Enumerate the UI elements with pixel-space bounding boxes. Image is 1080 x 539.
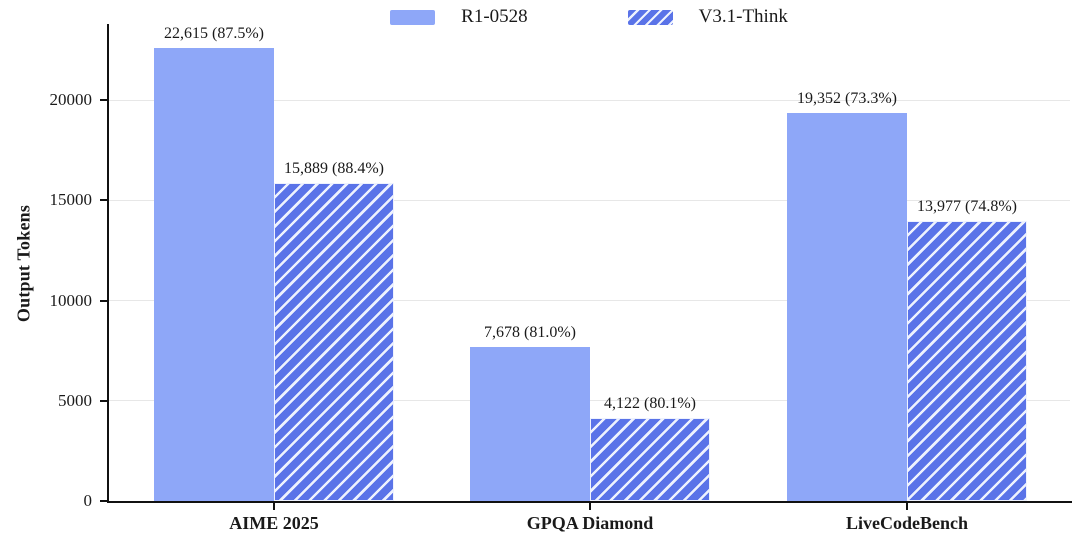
legend-item-r1-0528: R1-0528 xyxy=(390,6,528,28)
legend-swatch-solid-icon xyxy=(390,9,436,25)
value-label-v3-1-think-livecodebench: 13,977 (74.8%) xyxy=(917,197,1017,215)
y-tickmark-0 xyxy=(100,500,107,502)
bar-v3-1-think-livecodebench xyxy=(907,220,1027,501)
bar-v3-1-think-gpqa-diamond xyxy=(590,418,710,501)
y-tick-label-5000: 5000 xyxy=(58,390,92,410)
x-tick-label-aime-2025: AIME 2025 xyxy=(229,513,319,533)
y-tickmark-20000 xyxy=(100,99,107,102)
legend: R1-0528 V3.1-Think xyxy=(108,2,1070,32)
legend-item-v31-think: V3.1-Think xyxy=(627,6,788,28)
gridline-15000 xyxy=(107,199,1070,201)
bar-r1-0528-livecodebench xyxy=(787,113,907,501)
legend-label-v31-think: V3.1-Think xyxy=(698,6,788,27)
bar-r1-0528-gpqa-diamond xyxy=(470,347,590,501)
gridline-10000 xyxy=(107,300,1070,302)
legend-label-r1-0528: R1-0528 xyxy=(461,6,528,27)
value-label-v3-1-think-gpqa-diamond: 4,122 (80.1%) xyxy=(604,395,696,413)
value-label-r1-0528-aime-2025: 22,615 (87.5%) xyxy=(164,24,264,42)
value-label-r1-0528-livecodebench: 19,352 (73.3%) xyxy=(797,90,897,108)
y-axis-spine xyxy=(107,24,109,501)
bar-r1-0528-aime-2025 xyxy=(154,47,274,501)
y-tickmark-10000 xyxy=(100,299,107,302)
legend-swatch-hatched-icon xyxy=(627,9,673,25)
y-tick-label-10000: 10000 xyxy=(49,290,93,310)
x-tickmark-aime-2025 xyxy=(273,503,275,510)
x-tick-label-livecodebench: LiveCodeBench xyxy=(845,513,968,533)
y-tickmark-5000 xyxy=(100,399,107,402)
y-tick-label-0: 0 xyxy=(83,491,93,510)
value-label-r1-0528-gpqa-diamond: 7,678 (81.0%) xyxy=(484,324,576,342)
bar-v3-1-think-aime-2025 xyxy=(274,182,394,501)
y-tick-label-15000: 15000 xyxy=(49,190,93,210)
x-tickmark-gpqa-diamond xyxy=(589,503,591,510)
y-tickmark-15000 xyxy=(100,199,107,202)
x-tickmark-livecodebench xyxy=(906,503,908,510)
x-tick-label-gpqa-diamond: GPQA Diamond xyxy=(526,513,654,533)
value-label-v3-1-think-aime-2025: 15,889 (88.4%) xyxy=(284,159,384,177)
y-tick-label-20000: 20000 xyxy=(49,90,93,110)
x-axis-line xyxy=(107,501,1072,503)
gridline-20000 xyxy=(107,99,1070,101)
